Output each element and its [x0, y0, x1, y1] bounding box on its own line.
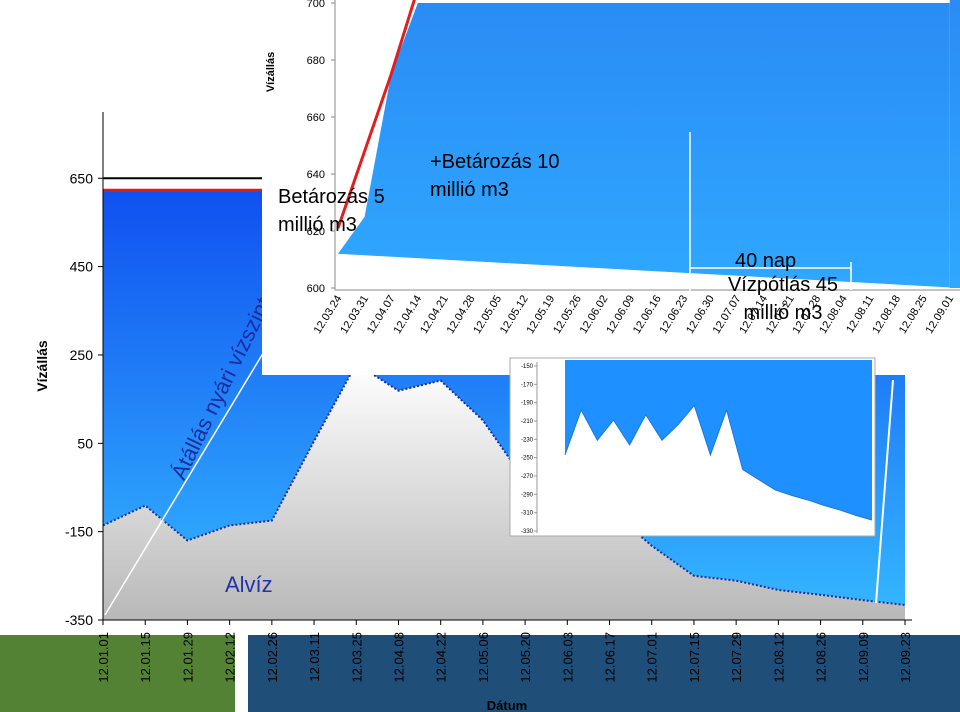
- area-fill: [565, 360, 872, 520]
- white-line: [875, 379, 894, 604]
- y-tick-label: -170: [521, 382, 534, 388]
- x-tick-label: 12.08.12: [771, 632, 786, 683]
- y-tick-label: -150: [521, 364, 534, 370]
- y-tick-label: -150: [65, 524, 93, 540]
- x-tick-label: 12.07.29: [729, 632, 744, 683]
- y-tick-label: -270: [521, 474, 534, 480]
- y-tick-label: 450: [70, 259, 94, 275]
- y-axis-label: Vízállás: [265, 52, 277, 92]
- diagonal: [104, 349, 266, 616]
- annotation: 40 nap: [735, 250, 797, 272]
- band-left: [0, 635, 235, 712]
- annotation: Betározás 5 millió m3: [278, 186, 385, 236]
- x-tick-label: 12.06.17: [603, 632, 618, 683]
- x-axis-label: Dátum: [487, 698, 527, 712]
- x-tick-label: 12.08.26: [814, 632, 829, 683]
- band-right: [248, 635, 960, 712]
- annotation: +Betározás 10 millió m3: [430, 151, 560, 201]
- y-tick-label: 50: [77, 435, 93, 451]
- x-tick-label: 12.02.12: [223, 632, 238, 683]
- x-tick-label: 12.02.26: [265, 632, 280, 683]
- y-tick-label: -190: [521, 401, 534, 407]
- y-tick-label: 700: [307, 0, 325, 10]
- y-tick-label: 250: [70, 347, 94, 363]
- y-tick-label: 650: [70, 170, 94, 186]
- y-tick-label: -210: [521, 419, 534, 425]
- x-tick-label: 12.04.08: [391, 632, 406, 683]
- x-tick-label: 12.06.03: [560, 632, 575, 683]
- series-label: Alvíz: [225, 572, 273, 597]
- y-axis-label: Vízállás: [34, 340, 50, 392]
- x-tick-label: 12.07.15: [687, 632, 702, 683]
- y-tick-label: -290: [521, 492, 534, 498]
- y-tick-label: -230: [521, 437, 534, 443]
- y-tick-label: -310: [521, 511, 534, 517]
- series-line: [564, 404, 873, 521]
- y-tick-label: -250: [521, 456, 534, 462]
- series-line: [102, 362, 906, 606]
- series-line: [336, 0, 416, 229]
- area-fill: [338, 3, 960, 288]
- y-tick-label: -330: [521, 529, 534, 535]
- y-tick-label: 600: [307, 283, 325, 295]
- y-tick-label: 640: [307, 169, 325, 181]
- y-tick-label: 680: [307, 55, 325, 67]
- x-tick-label: 12.09.23: [898, 632, 913, 683]
- area-extend: [949, 0, 960, 288]
- annotation: Vízpótlás 45 millió m3: [727, 274, 839, 324]
- inset-plot: [336, 0, 960, 288]
- x-tick-label: 12.05.06: [476, 632, 491, 683]
- x-tick-label: 12.03.11: [307, 632, 322, 682]
- x-tick-label: 12.07.01: [645, 632, 660, 683]
- x-tick-label: 12.01.29: [180, 632, 195, 683]
- x-tick-label: 12.01.01: [96, 632, 111, 683]
- y-tick-label: -350: [65, 612, 93, 628]
- x-tick-label: 12.03.25: [349, 632, 364, 683]
- x-tick-label: 12.09.09: [856, 632, 871, 683]
- x-tick-label: 12.01.15: [138, 632, 153, 683]
- y-tick-label: 620: [307, 226, 325, 238]
- x-tick-label: 12.05.20: [518, 632, 533, 683]
- y-tick-label: 660: [307, 112, 325, 124]
- area-below: [103, 363, 905, 620]
- x-tick-label: 12.04.22: [434, 632, 449, 683]
